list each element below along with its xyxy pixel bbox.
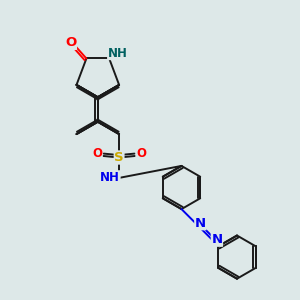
Text: O: O — [136, 147, 146, 160]
Text: N: N — [211, 233, 223, 246]
Text: S: S — [114, 151, 124, 164]
Text: O: O — [65, 36, 76, 50]
Text: NH: NH — [100, 171, 120, 184]
Text: NH: NH — [108, 46, 127, 60]
Text: O: O — [92, 147, 102, 160]
Text: N: N — [195, 217, 206, 230]
